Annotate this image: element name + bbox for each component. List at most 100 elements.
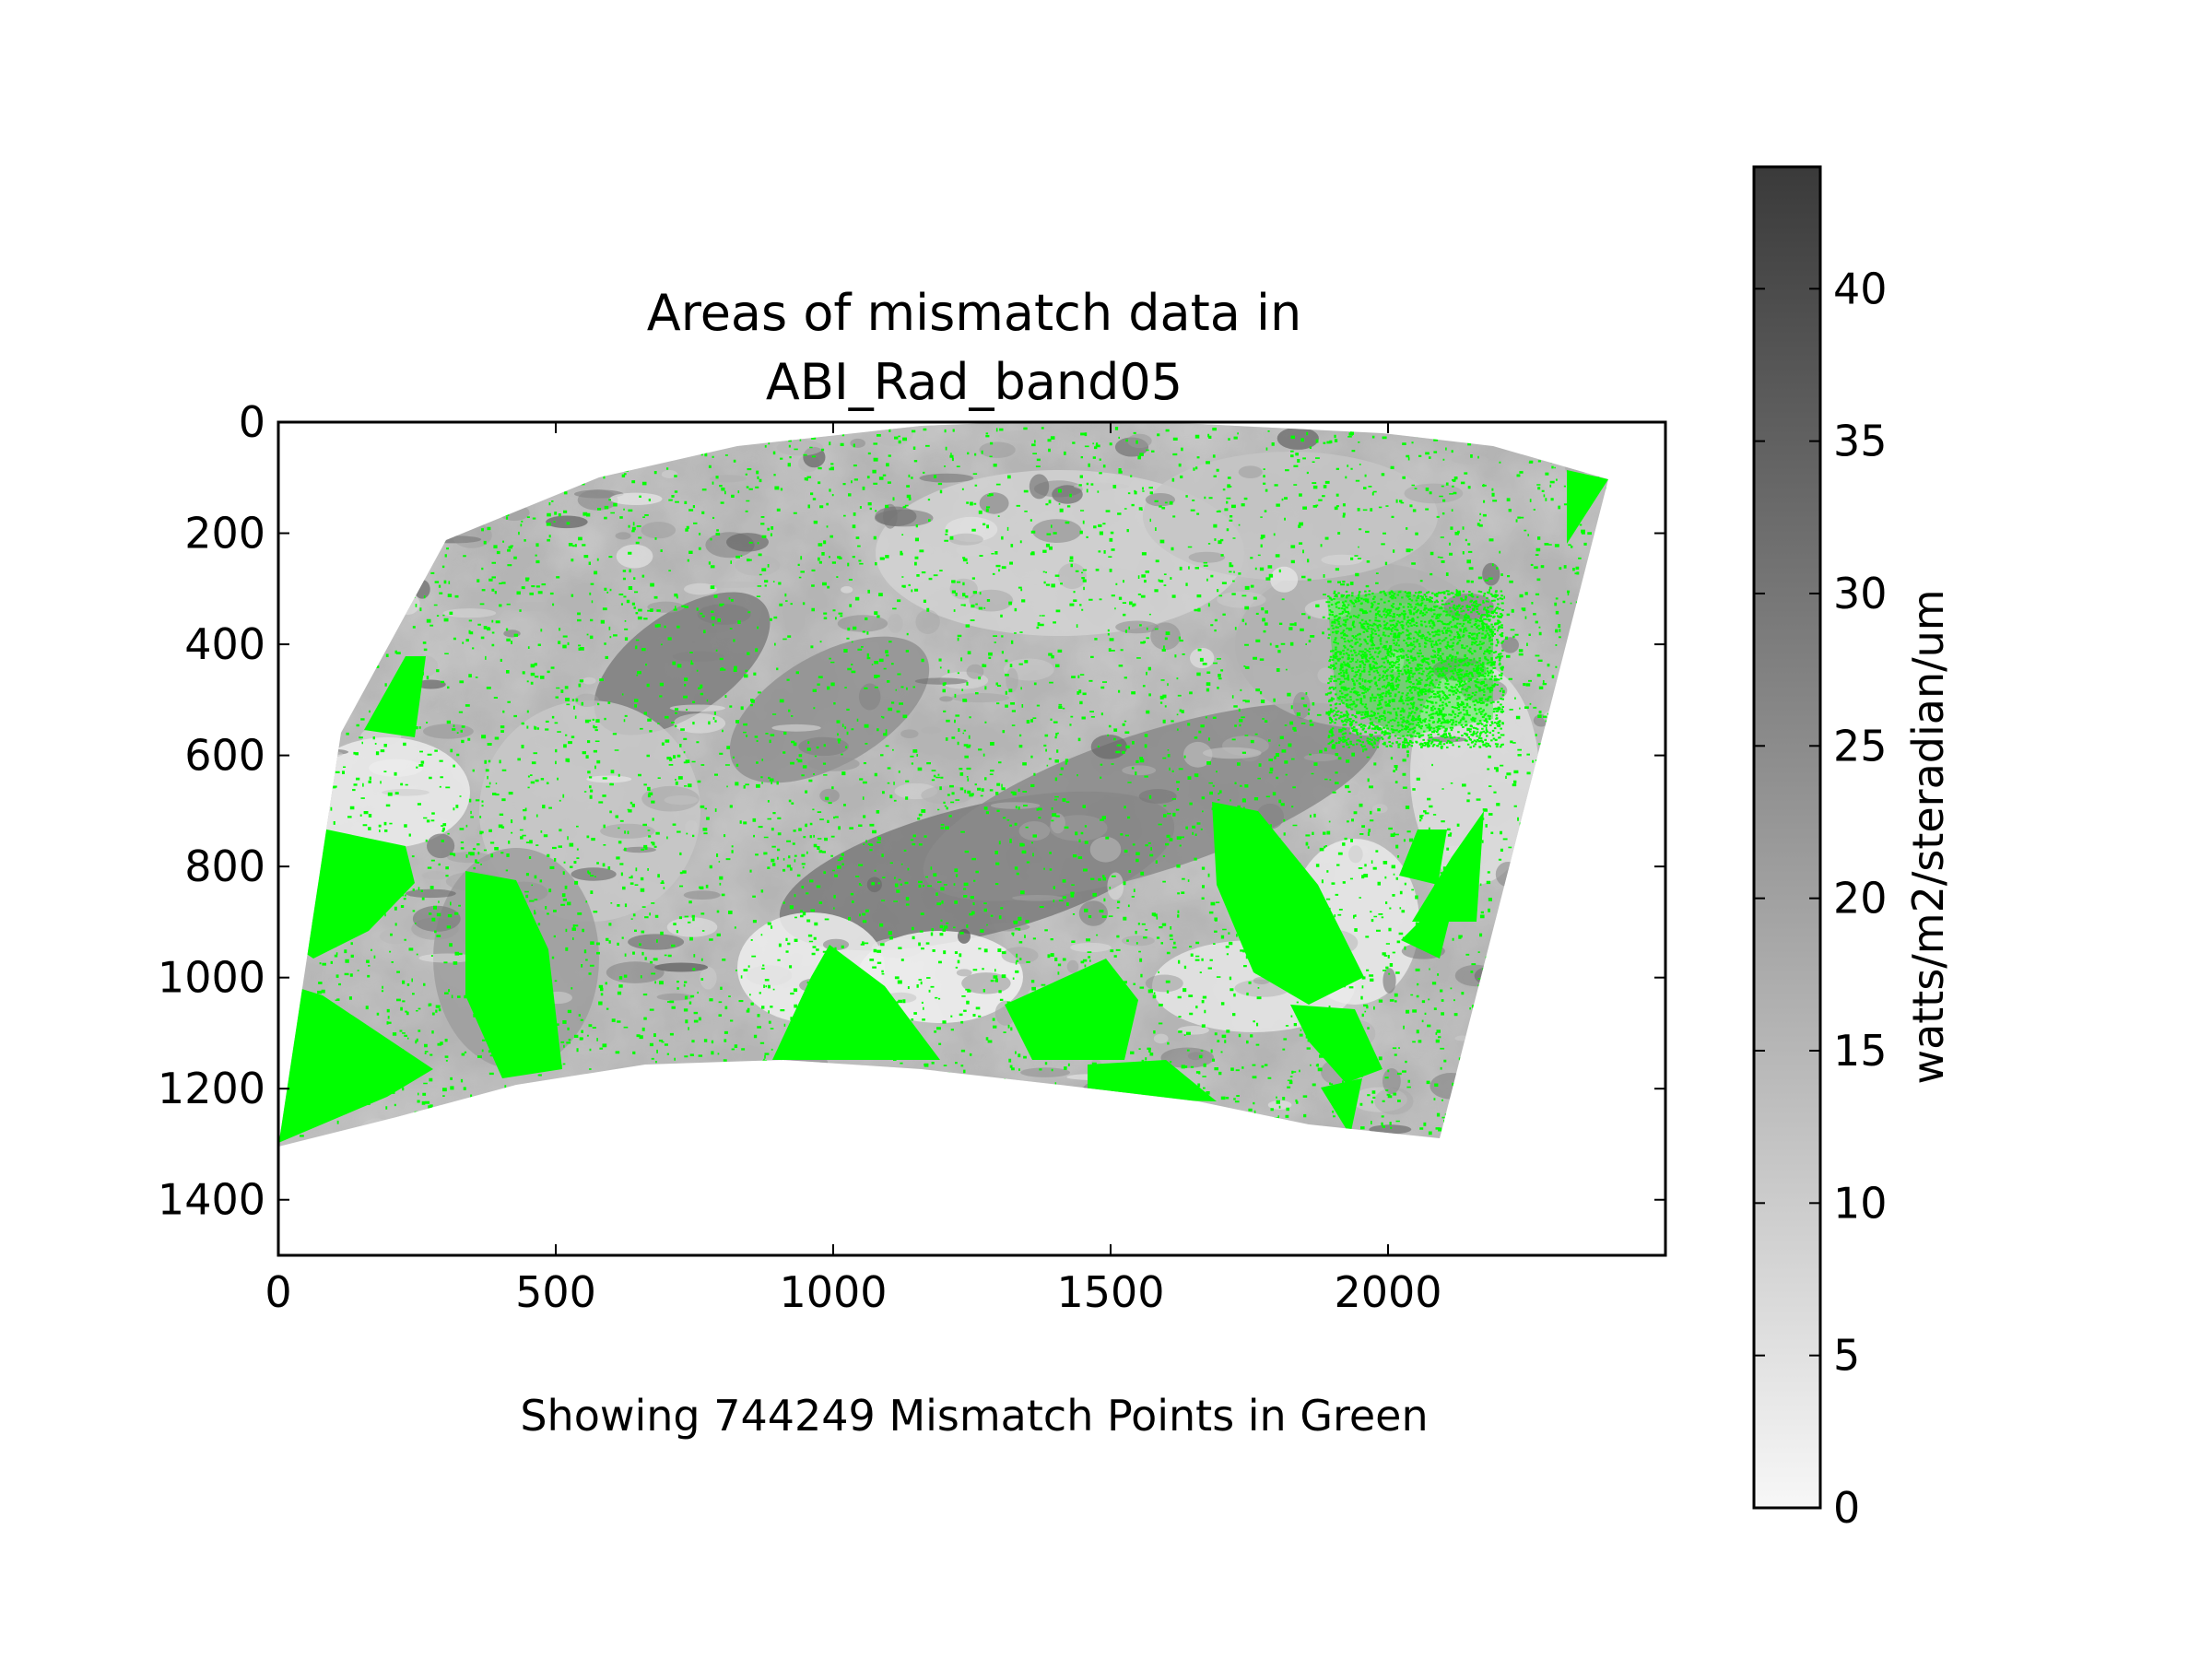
cloud-feature: [986, 923, 1030, 932]
cloud-feature: [683, 890, 721, 900]
x-tick-label: 1500: [1056, 1267, 1164, 1317]
colorbar-gradient: [1754, 167, 1820, 1508]
colorbar-tick-label: 10: [1833, 1178, 1888, 1228]
cloud-feature: [1032, 519, 1082, 543]
cloud-feature: [1482, 562, 1500, 586]
cloud-feature: [661, 470, 678, 478]
cloud-feature: [919, 473, 974, 483]
cloud-feature: [956, 544, 992, 557]
colorbar-frame: [1752, 165, 1822, 1510]
cloud-feature: [1145, 974, 1183, 993]
cloud-feature: [928, 874, 947, 881]
colorbar-tick-label: 25: [1833, 721, 1888, 771]
cloud-feature: [726, 533, 769, 552]
cloud-feature: [1073, 482, 1129, 490]
y-axis: 0 200 400 600 800 1000 1200 1400: [158, 397, 1665, 1225]
cloud-feature: [628, 934, 685, 950]
chart-title-line-2: ABI_Rad_band05: [766, 353, 1182, 411]
cloud-feature: [746, 965, 793, 986]
cloud-feature: [1143, 452, 1438, 581]
cloud-feature: [1107, 872, 1124, 900]
cloud-feature: [966, 664, 984, 679]
cloud-feature: [888, 614, 903, 633]
y-tick-label: 1400: [158, 1175, 265, 1225]
cloud-feature: [1321, 554, 1363, 566]
cloud-feature: [1029, 474, 1050, 500]
cloud-feature: [673, 713, 726, 734]
cloud-feature: [1369, 1124, 1412, 1135]
cloud-feature: [921, 726, 942, 735]
mismatch-region: [1321, 1078, 1362, 1135]
mismatch-region: [465, 871, 562, 1078]
cloud-feature: [698, 622, 731, 633]
cloud-feature: [615, 532, 631, 540]
y-tick-label: 800: [184, 841, 265, 891]
cloud-feature: [948, 533, 983, 546]
cloud-feature: [412, 905, 461, 933]
mismatch-speckle-dense: [1327, 590, 1505, 748]
cloud-feature: [841, 586, 853, 594]
cloud-feature: [1177, 1026, 1210, 1035]
y-tick-label: 1200: [158, 1064, 265, 1113]
cloud-feature: [1115, 620, 1159, 634]
colorbar-tick-label: 35: [1833, 417, 1888, 466]
plot-area: 0 500 1000 1500 2000 0 200 400 600 800 1000 1200 14…: [158, 397, 1667, 1317]
cloud-feature: [1070, 942, 1112, 953]
y-tick-label: 600: [184, 731, 265, 781]
cloud-feature: [1267, 1100, 1292, 1110]
cloud-feature: [418, 953, 477, 963]
cloud-feature: [914, 677, 968, 685]
cloud-feature: [1090, 735, 1128, 759]
cloud-feature: [1292, 691, 1311, 719]
cloud-feature: [710, 475, 747, 483]
cloud-feature: [1145, 493, 1175, 507]
cloud-feature: [776, 439, 824, 456]
cloud-feature: [1501, 637, 1519, 653]
cloud-feature: [1203, 747, 1262, 759]
y-tick-label: 400: [184, 619, 265, 669]
cloud-feature: [1122, 765, 1157, 776]
mismatch-region: [772, 945, 940, 1060]
cloud-feature: [1188, 551, 1226, 563]
cloud-feature: [416, 679, 446, 689]
cloud-feature: [1382, 968, 1396, 994]
cloud-feature: [961, 972, 1011, 994]
cloud-feature: [1050, 813, 1065, 834]
cloud-feature: [939, 696, 953, 702]
cloud-feature: [700, 966, 717, 990]
cloud-feature: [606, 961, 665, 983]
cloud-feature: [574, 693, 599, 707]
cloud-feature: [380, 928, 412, 945]
cloud-feature: [622, 846, 656, 853]
cloud-feature: [819, 788, 840, 803]
cloud-feature: [1270, 566, 1299, 593]
mismatch-region: [1212, 802, 1364, 1005]
colorbar-ticks: 0 5 10 15 20 25 30 35 40: [1754, 264, 1888, 1533]
cloud-feature: [1006, 667, 1018, 693]
cloud-feature: [735, 555, 781, 576]
mismatch-region: [364, 656, 426, 737]
cloud-feature: [951, 693, 1010, 703]
cloud-feature: [1089, 836, 1122, 863]
plot-frame: [276, 420, 1667, 1257]
cloud-feature: [586, 775, 632, 783]
cloud-feature: [858, 683, 881, 711]
cloud-feature: [837, 615, 888, 632]
mismatch-region: [1088, 1060, 1217, 1101]
cloud-feature: [1012, 895, 1063, 901]
cloud-feature: [958, 928, 971, 944]
colorbar-tick-label: 20: [1833, 874, 1888, 924]
cloud-feature: [574, 489, 624, 499]
colorbar-label: watts/m2/steradian/um: [1903, 589, 1953, 1084]
cloud-feature: [850, 438, 865, 448]
cloud-feature: [1153, 1033, 1169, 1044]
cloud-feature: [1348, 845, 1363, 864]
cloud-feature: [704, 581, 762, 589]
cloud-feature: [1217, 591, 1266, 608]
cloud-feature: [447, 852, 491, 864]
cloud-feature: [921, 785, 973, 805]
colorbar: 0 5 10 15 20 25 30 35 40 watts/m2/steradian/um: [1752, 165, 1953, 1533]
cloud-feature: [1018, 821, 1051, 841]
cloud-feature: [571, 867, 617, 881]
